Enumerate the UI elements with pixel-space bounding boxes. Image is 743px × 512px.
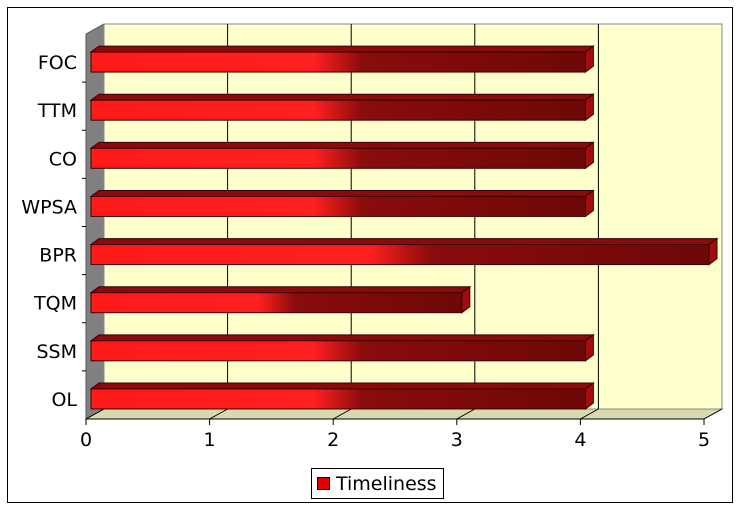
category-label: TTM: [37, 100, 77, 122]
bar-ttm: [89, 93, 595, 122]
floor: [84, 408, 724, 420]
bar-wpsa: [89, 189, 595, 218]
category-label: TQM: [33, 293, 77, 315]
bar-tqm: [89, 285, 472, 314]
category-label: SSM: [36, 341, 77, 363]
bar-foc: [89, 45, 595, 74]
floor-grid-line: [456, 408, 476, 420]
category-label: OL: [51, 389, 77, 411]
legend: Timeliness: [311, 468, 444, 499]
floor-grid-line: [703, 408, 723, 420]
category-label: WPSA: [21, 196, 77, 218]
legend-label: Timeliness: [336, 472, 437, 495]
floor-grid-line: [209, 408, 228, 420]
bar-ssm: [89, 333, 595, 362]
category-label: BPR: [39, 245, 77, 267]
bar-bpr: [89, 237, 719, 266]
x-tick-label: 0: [80, 429, 92, 451]
category-label: FOC: [38, 52, 77, 74]
category-label: CO: [49, 148, 77, 170]
floor-grid-line: [85, 408, 105, 420]
legend-swatch: [317, 477, 330, 490]
bar-ol: [89, 381, 595, 410]
floor-grid-line: [332, 408, 352, 420]
x-tick-label: 5: [698, 429, 710, 451]
x-tick-label: 3: [451, 429, 463, 451]
x-tick-label: 2: [327, 429, 339, 451]
floor-grid-line: [580, 408, 599, 420]
x-tick-label: 1: [204, 429, 216, 451]
x-tick-label: 4: [574, 429, 586, 451]
bar-co: [89, 141, 595, 170]
